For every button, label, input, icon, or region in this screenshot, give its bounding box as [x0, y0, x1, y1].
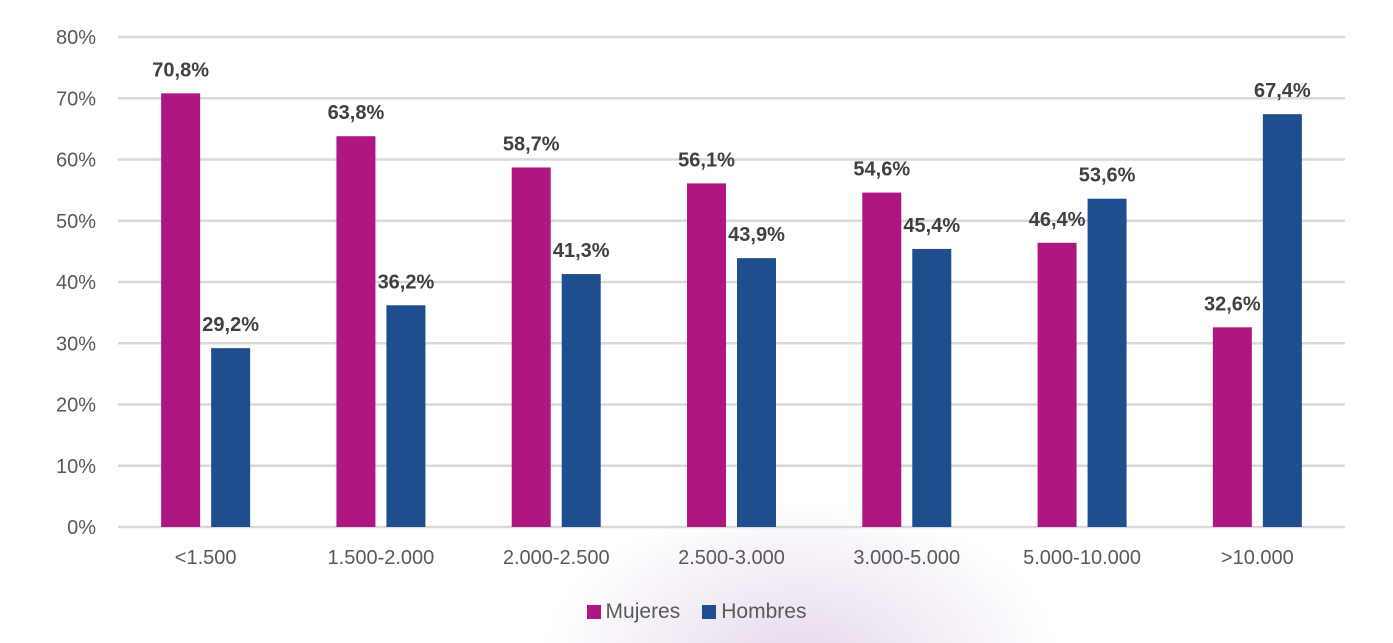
bar-mujeres — [1212, 327, 1252, 527]
data-label: 63,8% — [328, 102, 385, 124]
bar-hombres — [1262, 114, 1302, 528]
bar-mujeres — [1037, 242, 1077, 528]
legend-swatch-mujeres — [586, 605, 601, 619]
x-tick-label: 3.000-5.000 — [853, 547, 960, 569]
x-tick-label: >10.000 — [1221, 547, 1294, 569]
x-tick-label: 2.000-2.500 — [503, 547, 610, 569]
x-tick-label: 2.500-3.000 — [678, 547, 785, 569]
bar-mujeres — [687, 183, 726, 527]
y-tick-label: 10% — [56, 456, 96, 478]
y-tick-label: 0% — [67, 517, 96, 539]
data-label: 58,7% — [503, 133, 560, 155]
legend-label-mujeres: Mujeres — [605, 600, 681, 623]
bar-hombres — [386, 305, 426, 527]
data-label: 29,2% — [202, 314, 259, 336]
bar-mujeres — [862, 192, 902, 527]
bar-mujeres — [161, 93, 201, 527]
data-label: 32,6% — [1204, 293, 1261, 315]
y-tick-label: 40% — [56, 272, 96, 294]
y-tick-label: 70% — [56, 88, 96, 110]
legend-item-hombres: Hombres — [702, 600, 806, 624]
bar-mujeres — [511, 167, 551, 527]
bar-hombres — [912, 248, 952, 528]
data-label: 41,3% — [553, 240, 610, 262]
y-tick-label: 20% — [56, 395, 96, 417]
data-label: 43,9% — [728, 224, 785, 246]
data-label: 70,8% — [152, 59, 209, 81]
y-tick-label: 80% — [56, 27, 96, 49]
y-tick-label: 50% — [56, 211, 96, 233]
x-tick-label: 5.000-10.000 — [1023, 547, 1141, 569]
data-label: 54,6% — [853, 159, 910, 181]
x-tick-label: <1.500 — [175, 547, 237, 569]
legend-swatch-hombres — [702, 605, 717, 619]
data-label: 46,4% — [1029, 209, 1086, 231]
legend-label-hombres: Hombres — [721, 600, 807, 623]
data-label: 53,6% — [1079, 165, 1136, 187]
legend-item-mujeres: Mujeres — [586, 600, 681, 624]
y-tick-label: 60% — [56, 150, 96, 172]
data-label: 56,1% — [678, 149, 735, 171]
bar-hombres — [211, 348, 251, 527]
bar-hombres — [737, 258, 776, 527]
legend: Mujeres Hombres — [0, 600, 1393, 624]
data-label: 36,2% — [378, 271, 435, 293]
data-label: 45,4% — [903, 215, 960, 237]
data-label: 67,4% — [1254, 80, 1311, 102]
bar-mujeres — [336, 136, 376, 527]
bar-hombres — [1087, 198, 1127, 527]
bar-hombres — [561, 274, 601, 527]
y-tick-label: 30% — [56, 333, 96, 355]
x-tick-label: 1.500-2.000 — [328, 547, 435, 569]
